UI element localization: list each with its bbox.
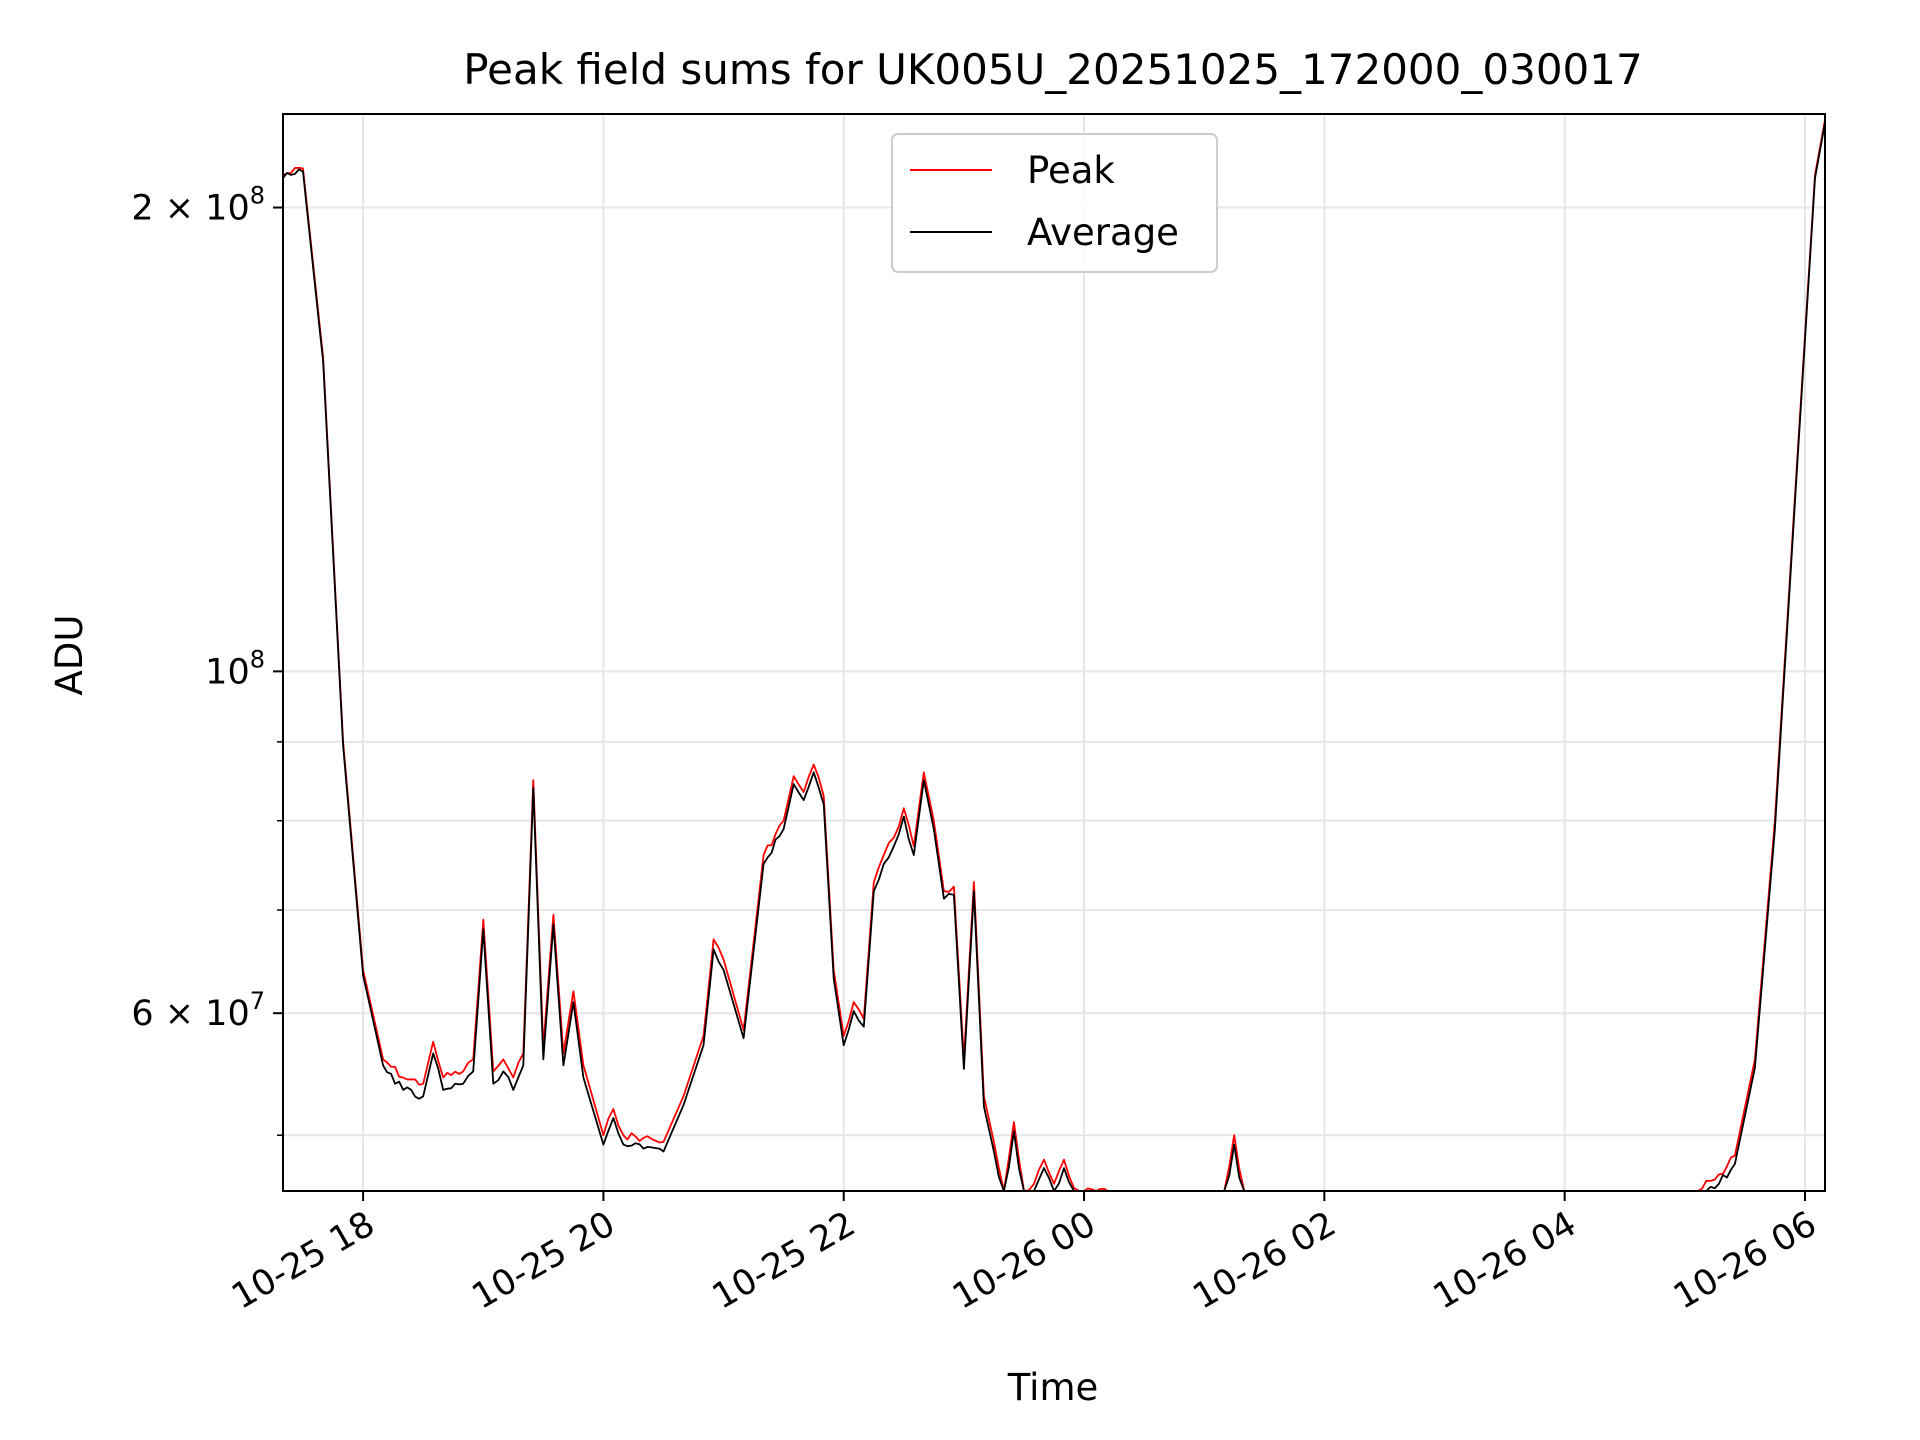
legend-label-average: Average <box>1027 211 1179 254</box>
x-axis-ticks: 10-25 18 10-25 20 10-25 22 10-26 00 10-26 02… <box>225 1191 1823 1317</box>
grid-lines <box>283 114 1825 1191</box>
x-tick-label: 10-25 20 <box>466 1204 622 1317</box>
y-tick-label: 2 × 108 <box>131 182 265 229</box>
y-axis-label: ADU <box>48 615 91 696</box>
chart-title: Peak field sums for UK005U_20251025_1720… <box>463 45 1642 94</box>
y-tick-label: 108 <box>205 645 265 692</box>
series-lines <box>282 119 1826 1192</box>
x-tick-label: 10-26 06 <box>1667 1204 1823 1317</box>
x-tick-label: 10-26 02 <box>1187 1204 1343 1317</box>
legend-box <box>891 133 1218 273</box>
x-tick-label: 10-26 00 <box>946 1204 1102 1317</box>
y-axis-ticks: 6 × 107 108 2 × 108 <box>131 182 283 1136</box>
x-tick-label: 10-25 22 <box>706 1204 862 1317</box>
x-axis-label: Time <box>1007 1366 1099 1409</box>
x-tick-label: 10-26 04 <box>1427 1204 1583 1317</box>
y-tick-label: 6 × 107 <box>131 987 265 1034</box>
plot-frame <box>282 113 1826 1192</box>
series-line-average <box>282 122 1826 1192</box>
legend-label-peak: Peak <box>1027 149 1115 192</box>
x-tick-label: 10-25 18 <box>225 1204 381 1317</box>
legend: Peak Average <box>891 133 1218 273</box>
series-line-peak <box>282 119 1826 1192</box>
